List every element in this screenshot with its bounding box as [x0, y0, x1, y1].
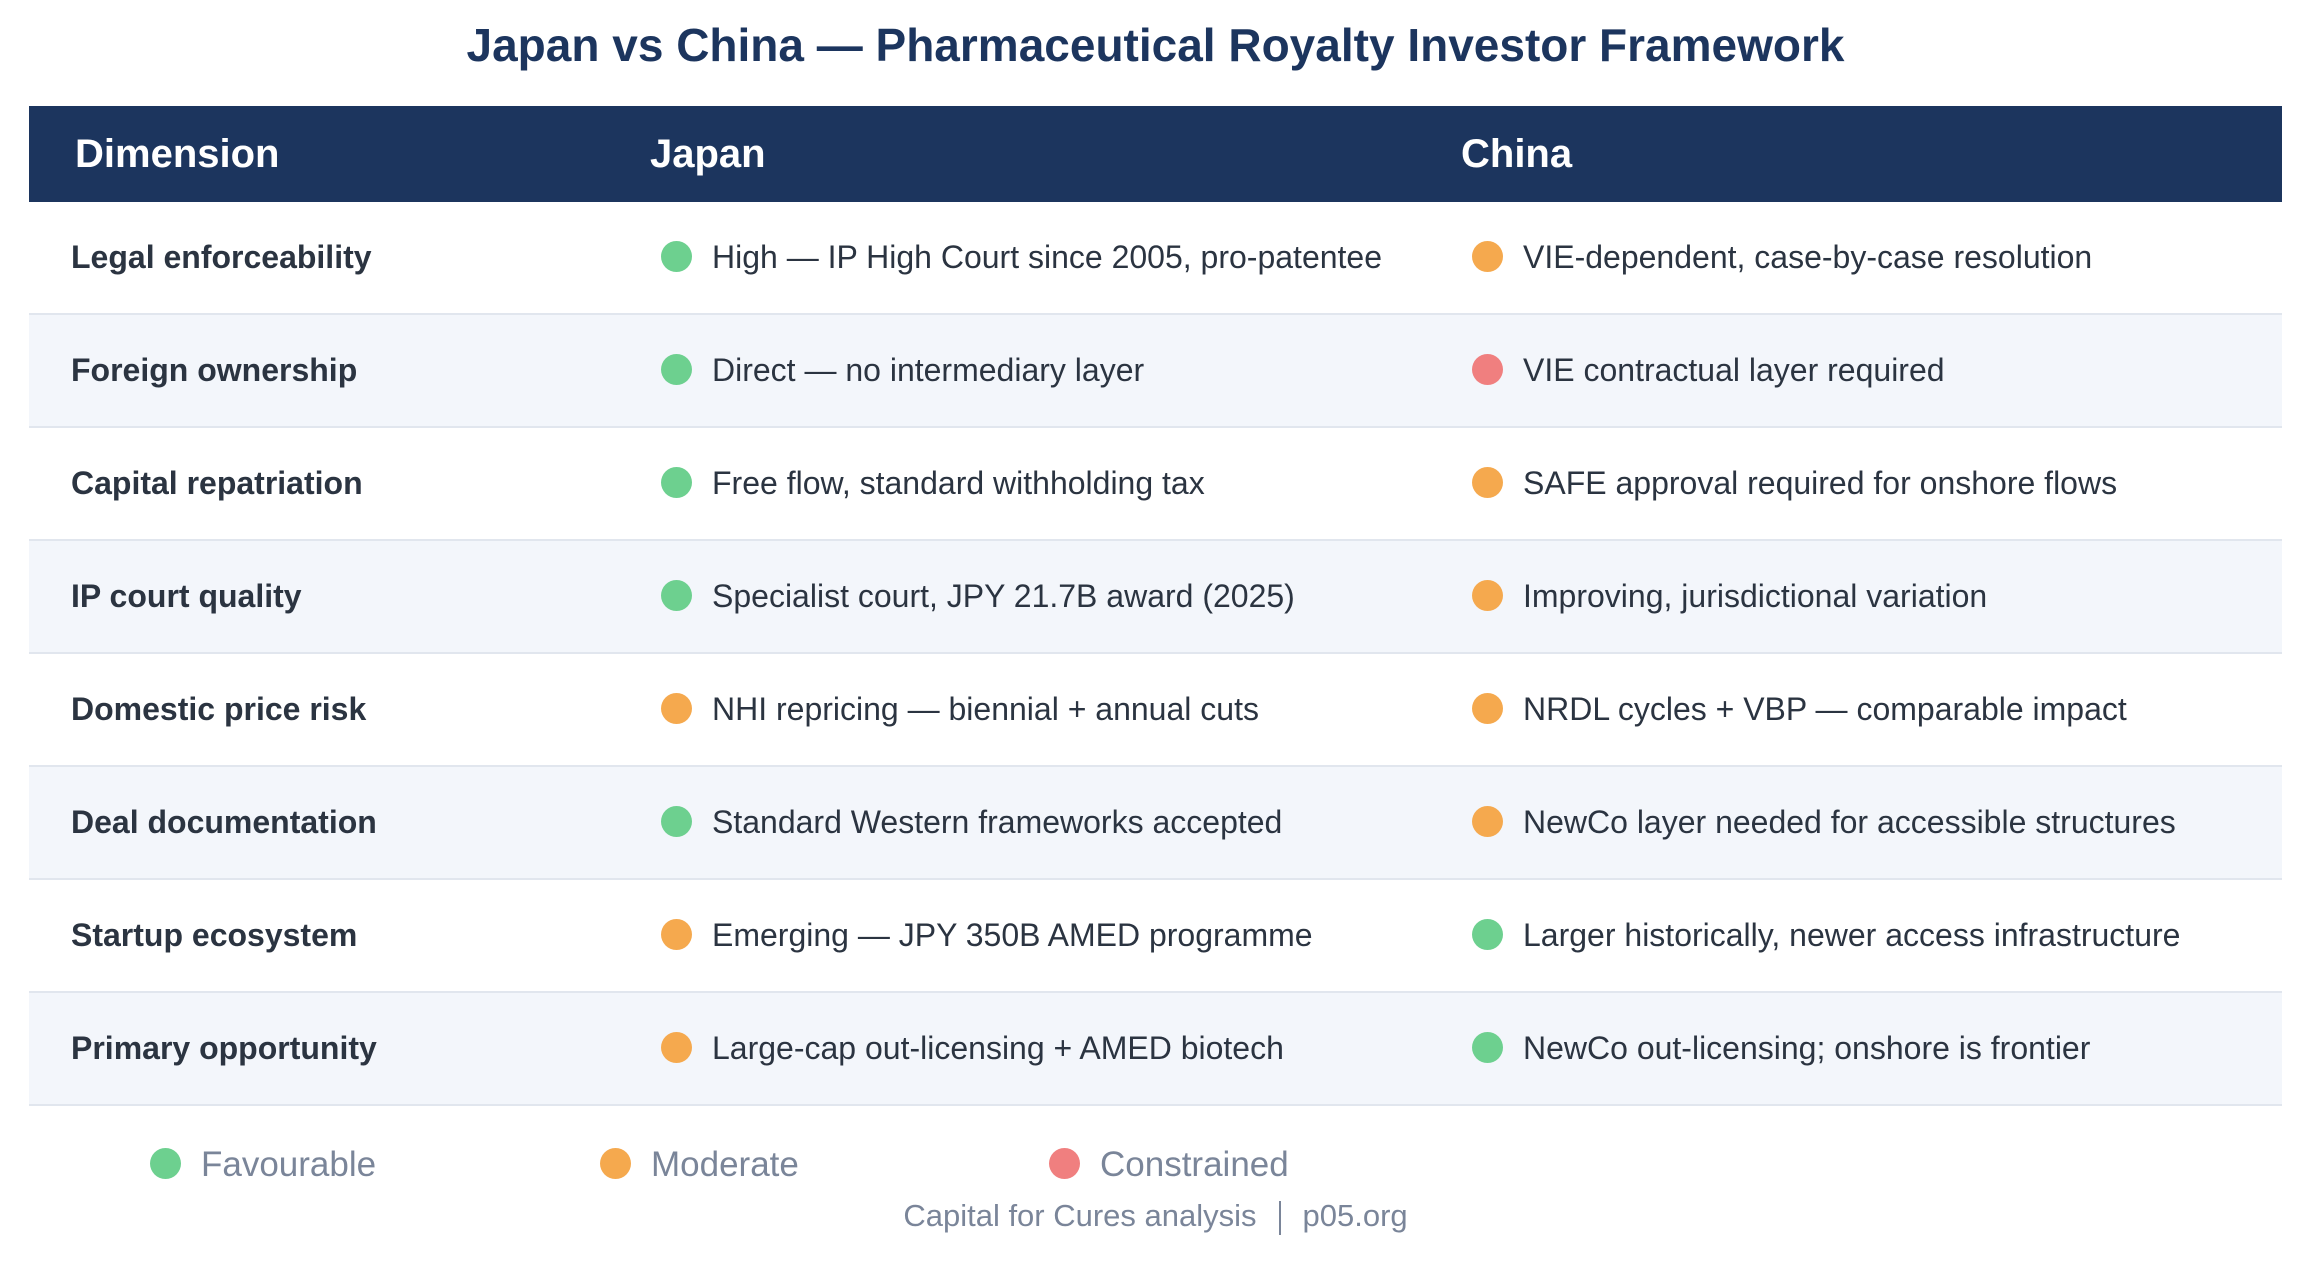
- legend: Favourable Moderate Constrained: [0, 1140, 2311, 1190]
- status-cell: VIE-dependent, case-by-case resolution: [1472, 202, 2092, 313]
- status-dot: [1472, 806, 1503, 838]
- site: p05.org: [1302, 1198, 1408, 1233]
- status-cell: VIE contractual layer required: [1472, 315, 1945, 426]
- table-body: Legal enforceability High — IP High Court…: [29, 202, 2282, 1106]
- status-cell: NHI repricing — biennial + annual cuts: [661, 654, 1259, 765]
- status-cell: Emerging — JPY 350B AMED programme: [661, 880, 1313, 991]
- status-dot: [661, 354, 692, 386]
- legend-label: Constrained: [1100, 1145, 1289, 1184]
- table-row: Domestic price risk NHI repricing — bienn…: [29, 654, 2282, 767]
- status-text: Larger historically, newer access infras…: [1523, 917, 2181, 953]
- dimension-cell: Legal enforceability: [71, 239, 372, 275]
- status-dot: [1472, 354, 1503, 386]
- status-dot: [661, 1032, 692, 1064]
- status-text: NewCo out-licensing; onshore is frontier: [1523, 1030, 2091, 1066]
- status-cell: Direct — no intermediary layer: [661, 315, 1144, 426]
- legend-dot: [150, 1148, 181, 1180]
- dimension-cell: Startup ecosystem: [71, 917, 358, 953]
- status-dot: [1472, 467, 1503, 499]
- status-text: SAFE approval required for onshore flows: [1523, 465, 2118, 501]
- legend-label: Moderate: [651, 1145, 799, 1184]
- separator: [1278, 1200, 1281, 1235]
- legend-dot: [600, 1148, 631, 1180]
- status-text: Specialist court, JPY 21.7B award (2025): [712, 578, 1295, 614]
- status-dot: [1472, 919, 1503, 951]
- dimension-cell: Domestic price risk: [71, 691, 367, 727]
- status-dot: [661, 693, 692, 725]
- dimension-cell: Deal documentation: [71, 804, 377, 840]
- status-cell: Larger historically, newer access infras…: [1472, 880, 2180, 991]
- status-dot: [661, 241, 692, 273]
- status-dot: [661, 580, 692, 612]
- status-cell: Improving, jurisdictional variation: [1472, 541, 1987, 652]
- dimension-cell: Primary opportunity: [71, 1030, 377, 1066]
- legend-item: Moderate: [600, 1140, 799, 1190]
- status-dot: [661, 467, 692, 499]
- status-text: Direct — no intermediary layer: [712, 352, 1145, 388]
- status-cell: Large-cap out-licensing + AMED biotech: [661, 993, 1284, 1104]
- title: Japan vs China — Pharmaceutical Royalty …: [466, 19, 1845, 71]
- status-dot: [661, 806, 692, 838]
- table-row: Deal documentation Standard Western frame…: [29, 767, 2282, 880]
- status-text: Improving, jurisdictional variation: [1523, 578, 1988, 614]
- status-text: NewCo layer needed for accessible struct…: [1523, 804, 2176, 840]
- header-cell: China: [1461, 132, 1573, 176]
- table-row: Capital repatriation Free flow, standard …: [29, 428, 2282, 541]
- legend-item: Favourable: [150, 1140, 376, 1190]
- footer: Capital for Cures analysis p05.org: [0, 1196, 2311, 1236]
- status-text: Free flow, standard withholding tax: [712, 465, 1205, 501]
- dimension-cell: Foreign ownership: [71, 352, 358, 388]
- dimension-cell: Capital repatriation: [71, 465, 363, 501]
- status-text: VIE contractual layer required: [1523, 352, 1945, 388]
- status-dot: [1472, 693, 1503, 725]
- source: Capital for Cures analysis: [903, 1198, 1257, 1233]
- status-text: High — IP High Court since 2005, pro-pat…: [712, 239, 1383, 275]
- status-dot: [1472, 580, 1503, 612]
- legend-item: Constrained: [1049, 1140, 1289, 1190]
- status-text: NHI repricing — biennial + annual cuts: [712, 691, 1259, 727]
- status-text: Standard Western frameworks accepted: [712, 804, 1283, 840]
- table: Dimension Japan China Legal enforceabili…: [29, 106, 2282, 1106]
- table-row: IP court quality Specialist court, JPY 21…: [29, 541, 2282, 654]
- header-cell: Japan: [650, 132, 766, 176]
- dimension-cell: IP court quality: [71, 578, 302, 614]
- status-text: Large-cap out-licensing + AMED biotech: [712, 1030, 1284, 1066]
- status-cell: Standard Western frameworks accepted: [661, 767, 1282, 878]
- status-dot: [661, 919, 692, 951]
- status-text: NRDL cycles + VBP — comparable impact: [1523, 691, 2127, 727]
- status-cell: Specialist court, JPY 21.7B award (2025): [661, 541, 1295, 652]
- status-cell: NewCo out-licensing; onshore is frontier: [1472, 993, 2090, 1104]
- status-cell: High — IP High Court since 2005, pro-pat…: [661, 202, 1382, 313]
- table-row: Legal enforceability High — IP High Court…: [29, 202, 2282, 315]
- table-row: Startup ecosystem Emerging — JPY 350B AME…: [29, 880, 2282, 993]
- status-cell: NRDL cycles + VBP — comparable impact: [1472, 654, 2127, 765]
- table-header: Dimension Japan China: [29, 106, 2282, 202]
- status-cell: NewCo layer needed for accessible struct…: [1472, 767, 2176, 878]
- status-dot: [1472, 1032, 1503, 1064]
- status-dot: [1472, 241, 1503, 273]
- status-cell: Free flow, standard withholding tax: [661, 428, 1205, 539]
- table-row: Foreign ownership Direct — no intermediar…: [29, 315, 2282, 428]
- status-cell: SAFE approval required for onshore flows: [1472, 428, 2117, 539]
- legend-dot: [1049, 1148, 1080, 1180]
- table-row: Primary opportunity Large-cap out-licensi…: [29, 993, 2282, 1106]
- header-cell: Dimension: [75, 132, 280, 176]
- status-text: Emerging — JPY 350B AMED programme: [712, 917, 1313, 953]
- legend-label: Favourable: [201, 1145, 377, 1184]
- status-text: VIE-dependent, case-by-case resolution: [1523, 239, 2093, 275]
